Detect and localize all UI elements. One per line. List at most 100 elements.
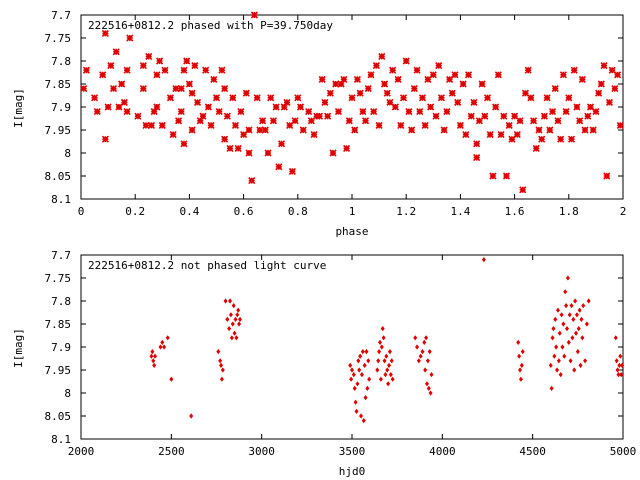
phased-data-point (123, 66, 131, 74)
phased-data-point (226, 144, 234, 152)
phased-x-tick-label: 0.8 (288, 205, 308, 218)
unphased-data-point (416, 358, 421, 364)
phased-data-point (351, 126, 359, 134)
phased-data-point (107, 62, 115, 70)
unphased-data-point (578, 362, 583, 368)
phased-data-point (470, 98, 478, 106)
phased-x-tick-label: 1.6 (505, 205, 525, 218)
phased-data-point (93, 108, 101, 116)
phased-data-point (275, 163, 283, 171)
phased-data-point (429, 71, 437, 79)
phased-y-tick-label: 7.9 (51, 101, 71, 114)
unphased-data-point (355, 381, 360, 387)
phased-data-point (489, 172, 497, 180)
unphased-data-point (615, 367, 620, 373)
phased-data-point (527, 94, 535, 102)
phased-data-point (82, 66, 90, 74)
phased-data-point (180, 66, 188, 74)
phased-x-tick-label: 1.2 (396, 205, 416, 218)
phased-x-tick-label: 1.8 (559, 205, 579, 218)
unphased-data-point (384, 353, 389, 359)
phased-data-point (196, 117, 204, 125)
phased-data-point (139, 85, 147, 93)
phased-data-point (329, 149, 337, 157)
unphased-x-tick-labels: 2000 2500 3000 3500 4000 4500 5000 (68, 445, 637, 458)
unphased-x-tick-label: 5000 (610, 445, 637, 458)
phased-data-point (372, 62, 380, 70)
unphased-data-point (614, 358, 619, 364)
phased-data-point (361, 117, 370, 125)
unphased-data-point (381, 335, 386, 341)
phased-data-point (559, 71, 567, 79)
phased-data-point (99, 71, 107, 79)
phased-data-point (188, 126, 196, 134)
phased-data-point (177, 85, 185, 93)
unphased-data-point (218, 358, 223, 364)
phased-data-point (172, 85, 180, 93)
phased-data-point (413, 66, 421, 74)
phased-data-point (500, 112, 508, 120)
phased-data-point (161, 66, 169, 74)
phased-data-point (486, 131, 494, 139)
phased-y-tick-label: 7.8 (51, 55, 71, 68)
phased-data-point (402, 57, 410, 65)
phased-data-point (156, 57, 164, 65)
phased-data-point (126, 34, 134, 42)
unphased-data-point (160, 339, 165, 345)
phased-y-tick-labels: 7.7 7.75 7.8 7.85 7.9 7.95 8 8.05 8.1 (45, 9, 72, 206)
unphased-data-point (558, 372, 563, 378)
phased-data-point (174, 117, 183, 125)
phased-light-curve-chart: 0 0.2 0.4 0.6 0.8 1 1.2 1.4 1.6 1.8 2 7.77.757.87.… (12, 9, 626, 238)
phased-data-point (259, 117, 267, 125)
phased-data-point (467, 112, 475, 120)
unphased-data-point (219, 376, 224, 382)
phased-data-point (345, 117, 353, 125)
phased-data-point (592, 108, 600, 116)
unphased-data-point (351, 372, 356, 378)
unphased-data-point (377, 349, 382, 355)
phased-data-point (221, 85, 229, 93)
unphased-data-point (235, 312, 240, 318)
unphased-data-point (573, 298, 578, 304)
unphased-x-tick-label: 3000 (248, 445, 275, 458)
unphased-data-point (237, 316, 242, 322)
unphased-y-tick-label: 7.75 (45, 272, 72, 285)
unphased-y-axis-label: I[mag] (12, 328, 25, 368)
phased-data-point (543, 94, 551, 102)
unphased-data-point (383, 372, 388, 378)
unphased-data-point (579, 316, 584, 322)
unphased-data-point (548, 362, 553, 368)
unphased-data-point (229, 335, 234, 341)
phased-data-point (193, 98, 202, 106)
phased-data-point (321, 98, 329, 106)
phased-data-point (218, 66, 226, 74)
unphased-data-point (423, 367, 428, 373)
unphased-data-point (616, 372, 621, 378)
phased-data-point (511, 112, 519, 120)
unphased-data-point (358, 353, 363, 359)
phased-data-point (326, 89, 334, 97)
phased-plot-frame (80, 14, 624, 200)
unphased-data-point (567, 312, 572, 318)
phased-data-point (112, 48, 120, 56)
phased-data-point (497, 131, 505, 139)
phased-data-point (399, 94, 408, 102)
unphased-y-tick-label: 7.8 (51, 295, 71, 308)
phased-data-point (573, 103, 581, 111)
phased-data-point (424, 75, 432, 83)
phased-data-point (435, 62, 443, 70)
phased-data-point (250, 11, 259, 19)
unphased-data-point (574, 312, 579, 318)
phased-data-point (245, 126, 253, 134)
phased-data-point (207, 121, 215, 129)
phased-data-point (288, 167, 296, 175)
phased-data-point (370, 108, 378, 116)
unphased-data-point (564, 326, 569, 332)
phased-data-point (551, 85, 559, 93)
phased-data-point (554, 117, 562, 125)
unphased-data-point (362, 362, 367, 368)
unphased-data-point (555, 307, 560, 313)
phased-y-tick-label: 7.75 (45, 32, 72, 45)
unphased-data-point (225, 316, 230, 322)
